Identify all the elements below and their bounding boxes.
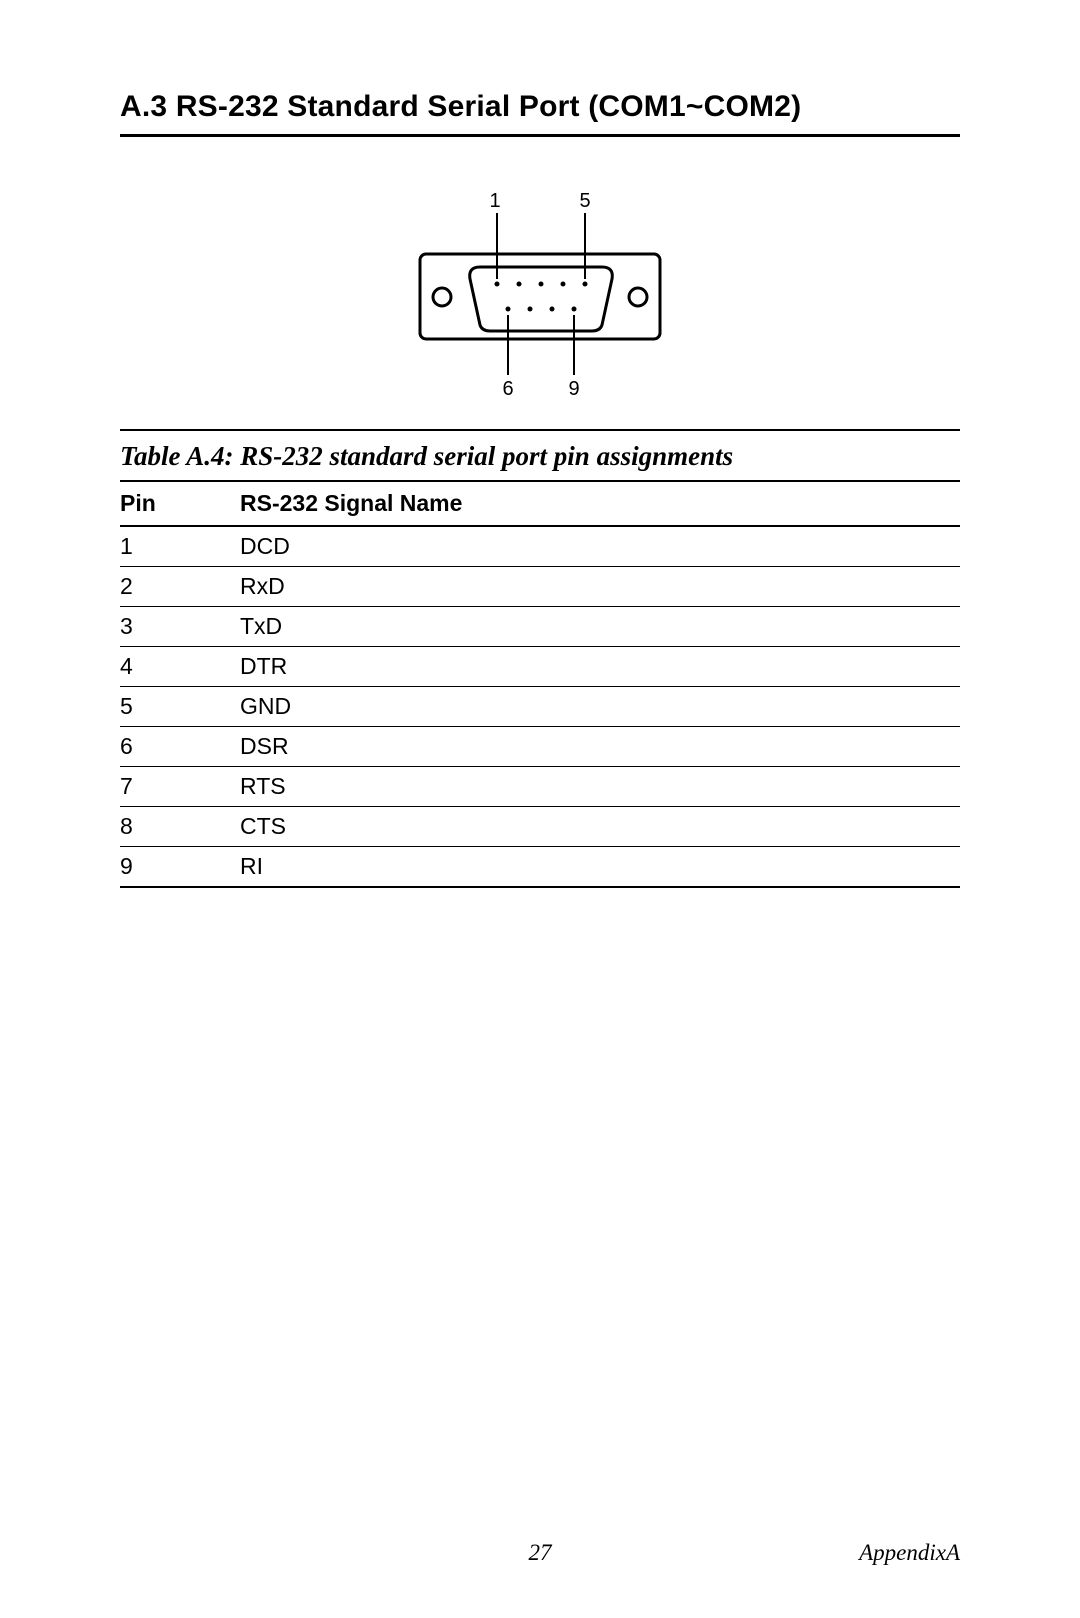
db9-connector-diagram: 1 5 — [370, 179, 710, 399]
footer-section-label: AppendixA — [859, 1540, 960, 1566]
pin-row-top — [495, 282, 588, 287]
pin-label-1: 1 — [489, 190, 500, 212]
cell-signal: RI — [240, 847, 960, 887]
cell-pin: 3 — [120, 607, 240, 647]
table-caption: Table A.4: RS-232 standard serial port p… — [120, 431, 960, 482]
pin-assignment-table-wrap: Table A.4: RS-232 standard serial port p… — [120, 429, 960, 888]
cell-signal: TxD — [240, 607, 960, 647]
cell-pin: 5 — [120, 687, 240, 727]
table-header-row: Pin RS-232 Signal Name — [120, 482, 960, 526]
table-row: 2 RxD — [120, 567, 960, 607]
cell-pin: 9 — [120, 847, 240, 887]
pin-label-9: 9 — [568, 378, 579, 399]
cell-pin: 8 — [120, 807, 240, 847]
page-number: 27 — [529, 1540, 552, 1566]
pin-row-bottom — [506, 307, 577, 312]
dsub-shell — [470, 267, 613, 331]
pin-label-6: 6 — [502, 378, 513, 399]
table-row: 9 RI — [120, 847, 960, 887]
page: A.3 RS-232 Standard Serial Port (COM1~CO… — [0, 0, 1080, 1618]
cell-pin: 2 — [120, 567, 240, 607]
cell-signal: CTS — [240, 807, 960, 847]
connector-diagram-wrap: 1 5 — [120, 179, 960, 399]
table-row: 4 DTR — [120, 647, 960, 687]
cell-pin: 4 — [120, 647, 240, 687]
col-header-signal: RS-232 Signal Name — [240, 482, 960, 526]
cell-signal: DTR — [240, 647, 960, 687]
screw-hole-left — [433, 288, 451, 306]
section-heading: A.3 RS-232 Standard Serial Port (COM1~CO… — [120, 90, 960, 137]
cell-signal: DSR — [240, 727, 960, 767]
cell-pin: 7 — [120, 767, 240, 807]
table-row: 6 DSR — [120, 727, 960, 767]
cell-pin: 1 — [120, 526, 240, 567]
cell-signal: RxD — [240, 567, 960, 607]
cell-signal: DCD — [240, 526, 960, 567]
pin-assignment-table: Pin RS-232 Signal Name 1 DCD 2 RxD 3 TxD — [120, 482, 960, 886]
pin-label-5: 5 — [579, 190, 590, 212]
cell-pin: 6 — [120, 727, 240, 767]
cell-signal: GND — [240, 687, 960, 727]
table-row: 1 DCD — [120, 526, 960, 567]
cell-signal: RTS — [240, 767, 960, 807]
table-row: 7 RTS — [120, 767, 960, 807]
table-row: 5 GND — [120, 687, 960, 727]
table-row: 8 CTS — [120, 807, 960, 847]
col-header-pin: Pin — [120, 482, 240, 526]
table-row: 3 TxD — [120, 607, 960, 647]
screw-hole-right — [629, 288, 647, 306]
